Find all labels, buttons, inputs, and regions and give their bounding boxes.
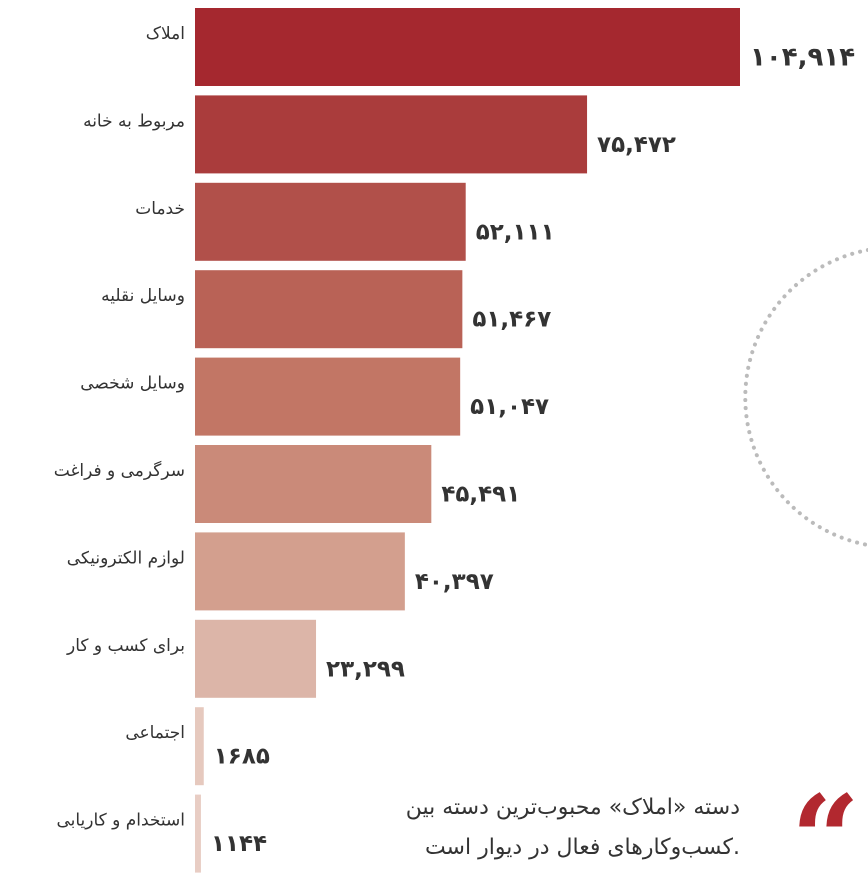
bar (195, 619, 317, 698)
category-label: برای کسب و کار (66, 636, 185, 656)
value-label: ۵۲,۱۱۱ (476, 219, 555, 245)
category-label: وسایل شخصی (80, 374, 185, 394)
value-label: ۵۱,۴۶۷ (472, 307, 551, 333)
bar (195, 794, 201, 873)
category-label: سرگرمی و فراغت (54, 460, 185, 481)
dotted-arc (743, 248, 868, 547)
quote-mark: “ (791, 769, 860, 876)
bar (195, 707, 204, 786)
bar (195, 95, 588, 174)
category-label: استخدام و کاریابی (56, 811, 185, 831)
bar (195, 532, 405, 611)
bar (195, 8, 740, 86)
category-label: خدمات (135, 199, 185, 219)
value-label: ۷۵,۴۷۲ (597, 132, 676, 158)
category-label: املاک (146, 24, 185, 44)
value-label: ۱۶۸۵ (214, 744, 270, 770)
bar (195, 357, 461, 436)
bar (195, 182, 466, 261)
category-label: اجتماعی (125, 723, 185, 743)
annotation-line: دسته «املاک» محبوب‌ترین دسته بین (406, 795, 740, 820)
category-label: مربوط به خانه (83, 111, 185, 131)
bar (195, 445, 432, 523)
value-label: ۱۱۴۴ (211, 831, 267, 857)
value-label: ۴۵,۴۹۱ (441, 482, 520, 508)
category-label: وسایل نقلیه (101, 286, 185, 306)
value-label: ۱۰۴,۹۱۴ (750, 43, 855, 73)
value-label: ۴۰,۳۹۷ (415, 569, 494, 595)
value-label: ۵۱,۰۴۷ (470, 394, 549, 420)
value-label: ۲۳,۲۹۹ (326, 656, 405, 682)
category-label: لوازم الکترونیکی (67, 548, 185, 568)
annotation-line: کسب‌وکارهای فعال در دیوار است. (425, 835, 740, 860)
bar (195, 270, 463, 349)
